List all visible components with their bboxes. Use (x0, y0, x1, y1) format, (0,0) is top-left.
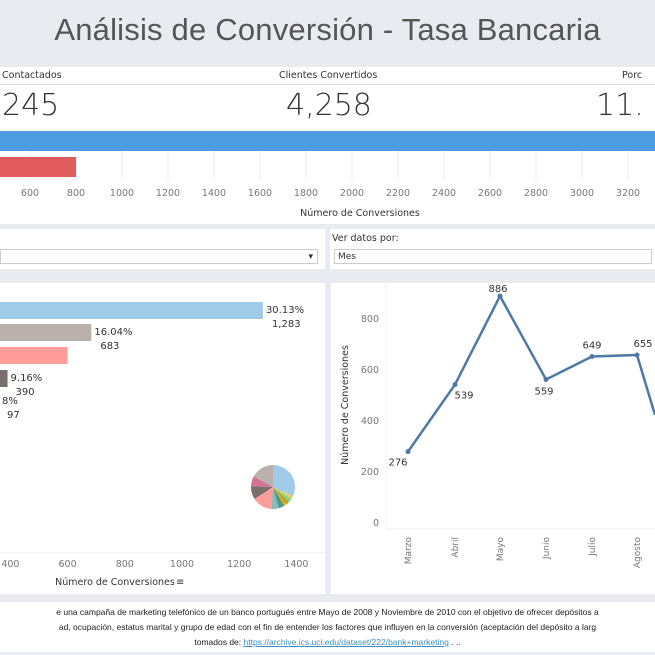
bar-pct-label: 16.04% (94, 327, 132, 338)
y-tick-label: 200 (361, 467, 379, 478)
kpi-label-contactados: Contactados (2, 70, 62, 81)
chevron-down-icon: ▾ (308, 252, 313, 262)
bar-value-label: 1,283 (272, 319, 301, 330)
x-tick-label: 2200 (386, 188, 410, 199)
y-tick-label: 800 (361, 314, 379, 325)
sort-icon: ≡ (176, 577, 184, 588)
bar-pct-label: 30.13% (266, 305, 304, 316)
data-point (497, 293, 503, 299)
trend-panel (331, 283, 655, 594)
bar (0, 324, 92, 341)
x-tick-label: 400 (1, 559, 19, 570)
x-tick-label: 1400 (202, 188, 226, 199)
bar-no-convertidos (0, 131, 655, 151)
y-tick-label: 0 (373, 518, 379, 529)
kpi-value-porcentaje: 11. (596, 88, 644, 123)
x-tick-label: 2600 (478, 188, 502, 199)
data-label: 559 (534, 386, 553, 397)
x-tick-label: 600 (59, 559, 77, 570)
bar-pct-label: 9.16% (11, 373, 43, 384)
x-tick-label: 1800 (294, 188, 318, 199)
bar-pct-label: 8% (2, 396, 18, 407)
footer-line-3: tomados de: https://archive.ics.uci.edu/… (194, 637, 461, 647)
monthly-line-chart: 0 200 400 600 800 Número de Conversiones 276 Ma… (340, 283, 655, 569)
x-tick-label: 600 (21, 188, 39, 199)
data-point (452, 382, 458, 388)
data-point (405, 449, 411, 455)
x-tick-label: 1200 (227, 559, 251, 570)
x-tick-label: 3200 (616, 188, 640, 199)
x-tick-label: 1000 (170, 559, 194, 570)
x-axis-title: Número de Conversiones (300, 208, 420, 219)
footer-panel (0, 602, 655, 652)
pie-slice (253, 465, 273, 487)
x-tick-label: 1600 (248, 188, 272, 199)
data-label: 655 (633, 339, 652, 350)
data-point (543, 376, 549, 382)
bar-value-label: 97 (7, 410, 20, 421)
pie-slice (273, 487, 293, 499)
bar-convertidos (0, 157, 76, 177)
bar-value-label: 390 (16, 387, 35, 398)
x-tick-label: 2000 (340, 188, 364, 199)
bar (0, 302, 263, 319)
x-tick-label: 1400 (284, 559, 308, 570)
pie-slice (251, 486, 273, 499)
x-tick-label: 1000 (110, 188, 134, 199)
x-axis-title: Número de Conversiones (55, 577, 175, 588)
x-tick-label: Junio (542, 537, 552, 561)
category-bar-chart: 400 600 800 1000 1200 1400 30.13% 1,283 16.04% 68… (0, 302, 325, 588)
dataset-link[interactable]: https://archive.ics.uci.edu/dataset/222/… (243, 637, 449, 647)
data-point (634, 352, 640, 358)
view-by-dropdown[interactable]: Mes (334, 249, 652, 264)
y-tick-label: 600 (361, 365, 379, 376)
footer-line-1: e una campaña de marketing telefónico de… (56, 607, 599, 617)
pie-slice (271, 487, 279, 509)
series-line (406, 293, 655, 453)
filter-dropdown[interactable]: ▾ (0, 249, 318, 264)
x-tick-label: 1200 (156, 188, 180, 199)
x-tick-label: 2400 (432, 188, 456, 199)
data-point (589, 354, 595, 360)
pie-slice (273, 487, 287, 506)
data-label: 539 (454, 391, 473, 402)
pie-slice (273, 487, 292, 503)
x-tick-label: Mayo (496, 537, 506, 562)
bar (0, 347, 68, 364)
kpi-label-porcentaje: Porc (622, 70, 643, 81)
divider (0, 84, 655, 85)
kpi-label-convertidos: Clientes Convertidos (279, 70, 378, 81)
x-tick-label: Agosto (633, 537, 643, 569)
kpi-value-contactados: 245 (2, 88, 60, 123)
x-tick-label: Abril (451, 537, 461, 558)
conversion-bar-chart: 600 800 1000 1200 1400 1600 1800 2000 2200 2400 26… (0, 131, 655, 219)
x-tick-label: 800 (67, 188, 85, 199)
x-tick-label: Marzo (404, 537, 414, 565)
footer-line-2: ad, ocupación, estatus marital y grupo d… (58, 622, 597, 632)
x-tick-label: 2800 (524, 188, 548, 199)
data-label: 649 (582, 341, 601, 352)
pie-slice (273, 465, 295, 497)
x-tick-label: Julio (588, 537, 598, 557)
pie-slice (251, 476, 273, 487)
bar-value-label: 683 (100, 341, 119, 352)
y-tick-label: 400 (361, 416, 379, 427)
y-axis-title: Número de Conversiones (340, 345, 351, 465)
x-tick-label: 800 (116, 559, 134, 570)
data-label: 886 (488, 284, 507, 295)
pie-slice (273, 487, 289, 505)
pie-slice (254, 487, 273, 509)
x-tick-label: 3000 (570, 188, 594, 199)
page-title: Análisis de Conversión - Tasa Bancaria (54, 12, 601, 47)
kpi-value-convertidos: 4,258 (286, 88, 372, 123)
view-by-label: Ver datos por: (332, 233, 399, 244)
pie-slice (273, 487, 285, 509)
data-label: 276 (388, 458, 407, 469)
bar (0, 370, 8, 387)
